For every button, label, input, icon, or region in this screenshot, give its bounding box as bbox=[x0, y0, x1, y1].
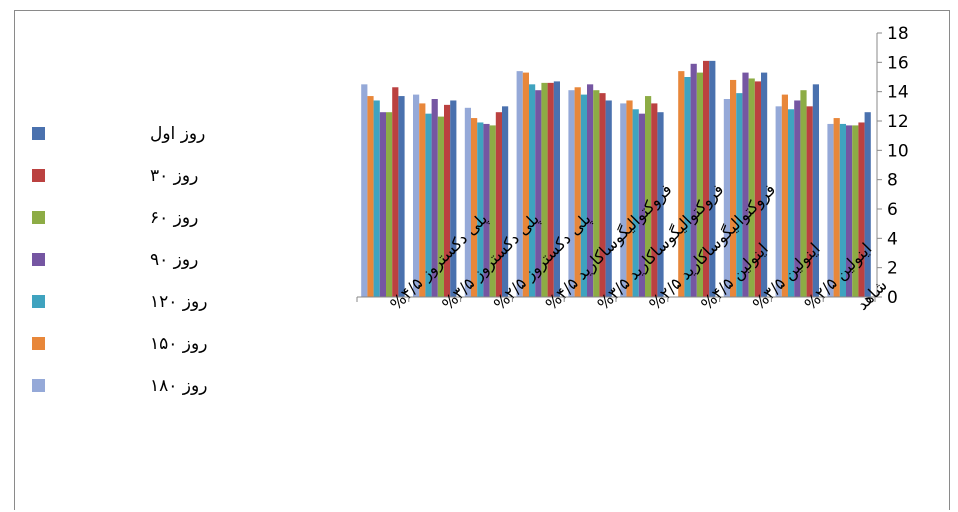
bar bbox=[827, 123, 834, 297]
plot-area bbox=[361, 60, 871, 298]
legend-swatch bbox=[32, 295, 45, 308]
bar bbox=[529, 84, 536, 297]
y-tick-label: 12 bbox=[887, 112, 909, 132]
bar bbox=[678, 71, 685, 297]
bar bbox=[450, 100, 457, 297]
bar bbox=[535, 90, 542, 297]
legend-label: روز ۶۰ bbox=[150, 208, 198, 228]
bar bbox=[800, 90, 807, 297]
bar bbox=[568, 90, 575, 297]
bar bbox=[379, 112, 386, 297]
bar bbox=[620, 103, 627, 298]
bar bbox=[651, 103, 658, 298]
bar bbox=[547, 82, 554, 297]
y-tick-label: 14 bbox=[887, 83, 909, 103]
bar bbox=[781, 94, 788, 297]
bar bbox=[684, 77, 691, 297]
bar bbox=[464, 107, 471, 297]
bar bbox=[413, 94, 420, 297]
bar bbox=[638, 113, 645, 298]
bar bbox=[709, 60, 716, 297]
bar bbox=[846, 125, 853, 298]
bar bbox=[723, 99, 730, 297]
bar bbox=[361, 84, 368, 297]
y-tick-label: 10 bbox=[887, 141, 909, 161]
bar bbox=[471, 118, 478, 297]
bar bbox=[483, 123, 490, 297]
legend-swatch bbox=[32, 127, 45, 140]
bar bbox=[806, 106, 813, 297]
bar bbox=[477, 122, 484, 297]
bar bbox=[696, 72, 703, 297]
bar bbox=[419, 103, 426, 298]
bar bbox=[444, 104, 451, 297]
y-tick-label: 8 bbox=[887, 171, 898, 191]
legend-label: روز ۳۰ bbox=[150, 166, 198, 186]
legend-label: روز ۱۵۰ bbox=[150, 334, 207, 354]
bar bbox=[754, 81, 761, 298]
bar bbox=[593, 90, 600, 297]
legend-label: روز اول bbox=[150, 124, 205, 144]
bar bbox=[748, 78, 755, 297]
y-tick-label: 2 bbox=[887, 259, 898, 279]
bar bbox=[812, 84, 819, 297]
bar bbox=[736, 93, 743, 297]
bar bbox=[852, 125, 859, 298]
legend-swatch bbox=[32, 211, 45, 224]
bar bbox=[864, 112, 871, 297]
bar bbox=[398, 96, 405, 297]
bar bbox=[839, 123, 846, 297]
bar bbox=[386, 112, 393, 297]
bar bbox=[794, 100, 801, 297]
bar bbox=[833, 118, 840, 297]
bar bbox=[431, 99, 438, 297]
bar bbox=[587, 84, 594, 297]
bar bbox=[367, 96, 374, 297]
bar bbox=[626, 100, 633, 297]
bar bbox=[516, 71, 523, 297]
bar bbox=[703, 60, 710, 297]
bar bbox=[541, 82, 548, 297]
y-tick-label: 4 bbox=[887, 229, 898, 249]
bar bbox=[502, 106, 509, 297]
legend-swatch bbox=[32, 379, 45, 392]
legend-label: روز ۹۰ bbox=[150, 250, 198, 270]
y-tick-label: 16 bbox=[887, 53, 909, 73]
bar bbox=[632, 109, 639, 298]
bar bbox=[392, 87, 399, 298]
bar bbox=[574, 87, 581, 298]
bar bbox=[788, 109, 795, 298]
legend-swatch bbox=[32, 337, 45, 350]
legend: روز اول روز ۳۰ روز ۶۰ روز ۹۰ روز ۱۲۰ روز ۱۵۰ ر… bbox=[32, 124, 207, 396]
bar bbox=[580, 94, 587, 297]
bar bbox=[495, 112, 502, 297]
bar bbox=[553, 81, 560, 298]
y-tick-label: 18 bbox=[887, 24, 909, 44]
bar bbox=[599, 93, 606, 297]
y-tick-label: 0 bbox=[887, 288, 898, 308]
bar bbox=[605, 100, 612, 297]
y-tick-label: 6 bbox=[887, 200, 898, 220]
bar bbox=[522, 72, 529, 297]
bar bbox=[730, 79, 737, 297]
legend-label: روز ۱۸۰ bbox=[150, 376, 207, 396]
legend-swatch bbox=[32, 253, 45, 266]
bar bbox=[775, 106, 782, 297]
bar bbox=[742, 72, 749, 297]
legend-label: روز ۱۲۰ bbox=[150, 292, 207, 312]
bar bbox=[657, 112, 664, 297]
bar bbox=[425, 113, 432, 298]
bar bbox=[437, 116, 444, 297]
bar bbox=[645, 96, 652, 297]
bar bbox=[761, 72, 768, 297]
bar bbox=[373, 100, 380, 297]
legend-swatch bbox=[32, 169, 45, 182]
y-axis: 0 2 4 6 8 10 12 14 16 18 bbox=[876, 24, 909, 308]
bar bbox=[858, 122, 865, 297]
bar bbox=[690, 63, 697, 297]
bar bbox=[489, 125, 496, 298]
